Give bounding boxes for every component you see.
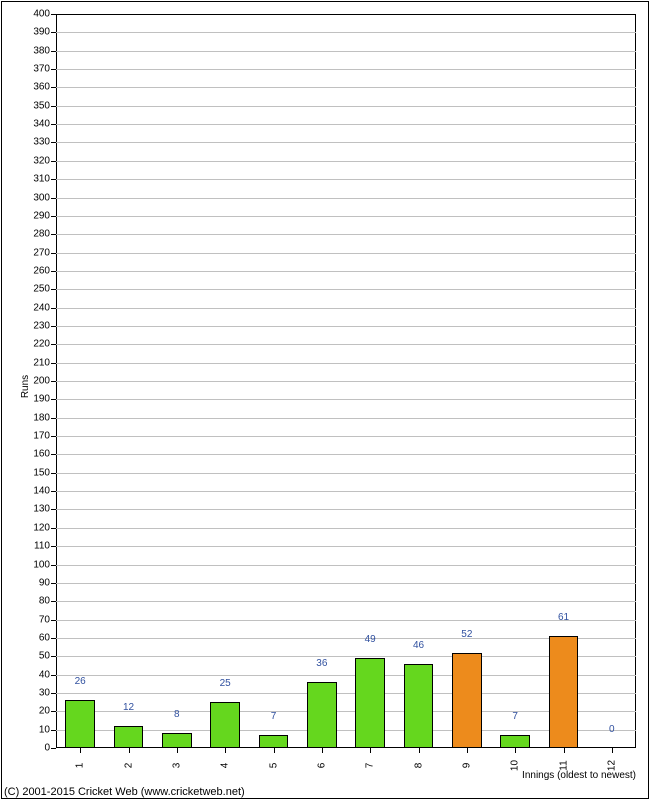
xtick-label: 4 (220, 763, 231, 769)
bar-value-label: 46 (413, 640, 424, 651)
bar-value-label: 7 (271, 711, 277, 722)
bar-value-label: 36 (316, 658, 327, 669)
xtick-mark (322, 748, 323, 753)
x-axis-label: Innings (oldest to newest) (522, 770, 636, 781)
ytick-label: 80 (39, 596, 56, 607)
ytick-label: 260 (33, 265, 56, 276)
ytick-label: 20 (39, 706, 56, 717)
ytick-label: 190 (33, 394, 56, 405)
ytick-label: 180 (33, 412, 56, 423)
ytick-label: 60 (39, 632, 56, 643)
xtick-label: 5 (268, 763, 279, 769)
ytick-label: 110 (34, 541, 56, 552)
bar (65, 700, 95, 748)
xtick-label: 3 (171, 763, 182, 769)
xtick-mark (80, 748, 81, 753)
bar (452, 653, 482, 748)
bar (259, 735, 289, 748)
xtick-mark (225, 748, 226, 753)
ytick-label: 100 (33, 559, 56, 570)
bar (210, 702, 240, 748)
bar (549, 636, 579, 748)
ytick-label: 220 (33, 339, 56, 350)
ytick-label: 160 (33, 449, 56, 460)
bar-value-label: 8 (174, 709, 180, 720)
ytick-label: 350 (33, 100, 56, 111)
xtick-mark (419, 748, 420, 753)
bar (307, 682, 337, 748)
ytick-label: 240 (33, 302, 56, 313)
ytick-label: 320 (33, 155, 56, 166)
ytick-label: 70 (39, 614, 56, 625)
xtick-label: 2 (123, 763, 134, 769)
ytick-label: 140 (33, 486, 56, 497)
ytick-label: 0 (44, 743, 56, 754)
xtick-mark (177, 748, 178, 753)
ytick-label: 340 (33, 119, 56, 130)
bar (355, 658, 385, 748)
ytick-label: 150 (33, 467, 56, 478)
xtick-label: 10 (510, 760, 521, 771)
bar (162, 733, 192, 748)
xtick-mark (274, 748, 275, 753)
ytick-label: 200 (33, 376, 56, 387)
ytick-label: 90 (39, 577, 56, 588)
bar-value-label: 7 (512, 711, 518, 722)
bar-value-label: 0 (609, 724, 615, 735)
ytick-label: 390 (33, 27, 56, 38)
xtick-mark (467, 748, 468, 753)
ytick-label: 50 (39, 651, 56, 662)
ytick-label: 40 (39, 669, 56, 680)
ytick-label: 380 (33, 45, 56, 56)
ytick-label: 170 (33, 431, 56, 442)
bar-value-label: 49 (365, 634, 376, 645)
ytick-label: 280 (33, 229, 56, 240)
ytick-label: 300 (33, 192, 56, 203)
ytick-label: 330 (33, 137, 56, 148)
xtick-label: 9 (461, 763, 472, 769)
ytick-label: 360 (33, 82, 56, 93)
bar (114, 726, 144, 748)
copyright-footer: (C) 2001-2015 Cricket Web (www.cricketwe… (4, 786, 245, 798)
ytick-label: 250 (33, 284, 56, 295)
ytick-label: 130 (33, 504, 56, 515)
bar (404, 664, 434, 748)
ytick-label: 270 (33, 247, 56, 258)
ytick-label: 210 (33, 357, 56, 368)
bar-value-label: 61 (558, 612, 569, 623)
ytick-label: 120 (33, 522, 56, 533)
xtick-label: 1 (75, 763, 86, 769)
ytick-label: 310 (33, 174, 56, 185)
ytick-label: 370 (33, 64, 56, 75)
xtick-mark (612, 748, 613, 753)
y-axis-label: Runs (20, 375, 31, 398)
bar-value-label: 52 (461, 629, 472, 640)
xtick-mark (515, 748, 516, 753)
bar (500, 735, 530, 748)
xtick-label: 8 (413, 763, 424, 769)
xtick-mark (129, 748, 130, 753)
ytick-label: 30 (39, 687, 56, 698)
bars-container: 26112283254753664974685297106111012 (56, 14, 636, 748)
xtick-mark (564, 748, 565, 753)
bar-value-label: 12 (123, 702, 134, 713)
ytick-label: 230 (33, 320, 56, 331)
ytick-label: 290 (33, 210, 56, 221)
ytick-label: 10 (39, 724, 56, 735)
ytick-label: 400 (33, 9, 56, 20)
xtick-mark (370, 748, 371, 753)
xtick-label: 7 (365, 763, 376, 769)
bar-value-label: 25 (220, 678, 231, 689)
xtick-label: 6 (316, 763, 327, 769)
bar-value-label: 26 (75, 676, 86, 687)
